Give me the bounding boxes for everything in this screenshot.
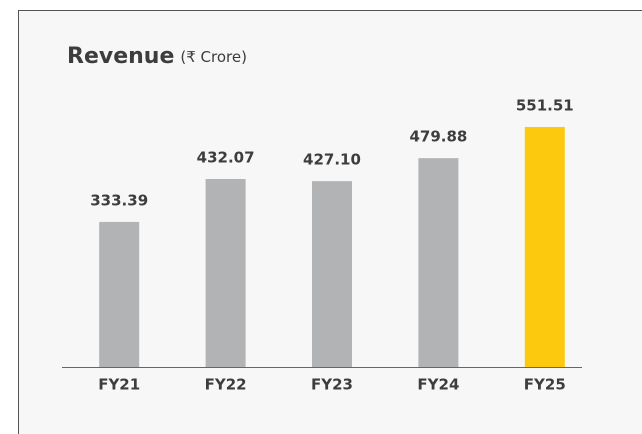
data-label: 333.39 [90, 191, 148, 209]
chart-title: Revenue [67, 44, 174, 69]
bar [312, 181, 352, 367]
bar [418, 158, 459, 367]
bar [99, 221, 140, 367]
bar [524, 127, 565, 367]
x-tick-label: FY24 [417, 376, 459, 394]
x-tick-label: FY25 [524, 376, 566, 394]
x-tick-label: FY22 [205, 376, 247, 394]
x-tick-label: FY21 [98, 376, 140, 394]
x-tick-label: FY23 [311, 376, 353, 394]
bar [205, 178, 246, 367]
data-label: 551.51 [516, 97, 574, 115]
chart-subtitle: (₹ Crore) [180, 48, 247, 66]
data-label: 479.88 [409, 128, 467, 146]
data-label: 427.10 [303, 151, 361, 169]
chart-heading: Revenue (₹ Crore) [67, 44, 247, 69]
data-label: 432.07 [197, 148, 255, 166]
